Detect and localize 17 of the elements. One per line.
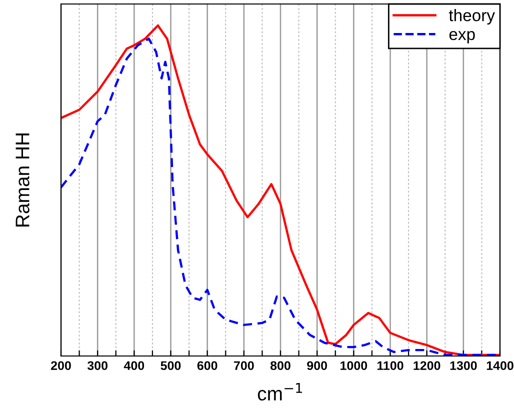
x-tick-label: 300	[87, 361, 108, 370]
x-tick-label: 1000	[340, 361, 368, 370]
x-tick-label: 800	[270, 361, 290, 370]
x-tick-label: 700	[234, 361, 254, 370]
x-tick-label: 1400	[486, 361, 514, 370]
y-axis-title: Raman HH	[16, 134, 30, 226]
x-axis-title: cm$^{−1}$	[258, 382, 302, 401]
x-tick-label: 200	[51, 361, 71, 370]
x-tick-label: 1200	[414, 361, 440, 370]
legend-label: theory	[448, 9, 495, 25]
x-tick-label: 400	[124, 361, 144, 370]
x-tick-label: 1300	[450, 361, 477, 370]
x-tick-label: 900	[307, 361, 327, 370]
x-tick-label: 500	[160, 361, 181, 370]
legend-label: exp	[449, 30, 475, 44]
x-tick-label: 1100	[377, 361, 404, 370]
x-tick-label: 600	[197, 361, 218, 370]
